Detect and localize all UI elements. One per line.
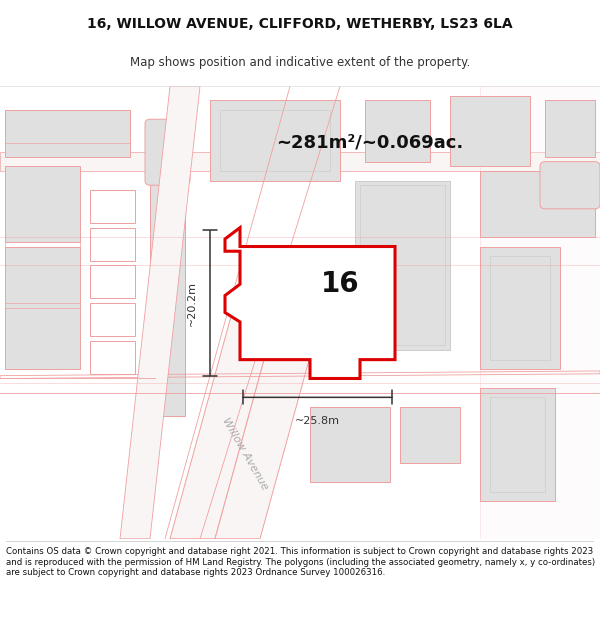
Polygon shape: [5, 303, 80, 308]
Text: Willow Avenue: Willow Avenue: [220, 416, 270, 492]
Text: ~25.8m: ~25.8m: [295, 416, 340, 426]
Polygon shape: [5, 110, 130, 157]
Polygon shape: [0, 152, 600, 171]
Polygon shape: [490, 398, 545, 492]
Polygon shape: [480, 388, 555, 501]
Polygon shape: [480, 171, 595, 237]
Polygon shape: [490, 256, 550, 359]
Polygon shape: [170, 266, 290, 539]
Polygon shape: [360, 185, 445, 346]
Polygon shape: [210, 101, 340, 181]
Text: Contains OS data © Crown copyright and database right 2021. This information is : Contains OS data © Crown copyright and d…: [6, 548, 595, 577]
FancyBboxPatch shape: [145, 119, 190, 185]
Polygon shape: [225, 228, 395, 379]
Polygon shape: [220, 110, 330, 171]
Text: 16, WILLOW AVENUE, CLIFFORD, WETHERBY, LS23 6LA: 16, WILLOW AVENUE, CLIFFORD, WETHERBY, L…: [87, 17, 513, 31]
Polygon shape: [545, 101, 595, 157]
Text: ~20.2m: ~20.2m: [187, 281, 197, 326]
Polygon shape: [150, 171, 185, 416]
Polygon shape: [5, 166, 80, 242]
Polygon shape: [365, 101, 430, 162]
Polygon shape: [480, 246, 560, 369]
Text: 16: 16: [320, 270, 359, 298]
Text: ~281m²/~0.069ac.: ~281m²/~0.069ac.: [277, 134, 464, 152]
Polygon shape: [400, 407, 460, 463]
Polygon shape: [5, 246, 80, 369]
FancyBboxPatch shape: [540, 162, 600, 209]
Polygon shape: [355, 181, 450, 350]
Text: Map shows position and indicative extent of the property.: Map shows position and indicative extent…: [130, 56, 470, 69]
Polygon shape: [480, 86, 600, 539]
Polygon shape: [215, 266, 335, 539]
Polygon shape: [310, 407, 390, 482]
Polygon shape: [450, 96, 530, 166]
Polygon shape: [120, 86, 200, 539]
